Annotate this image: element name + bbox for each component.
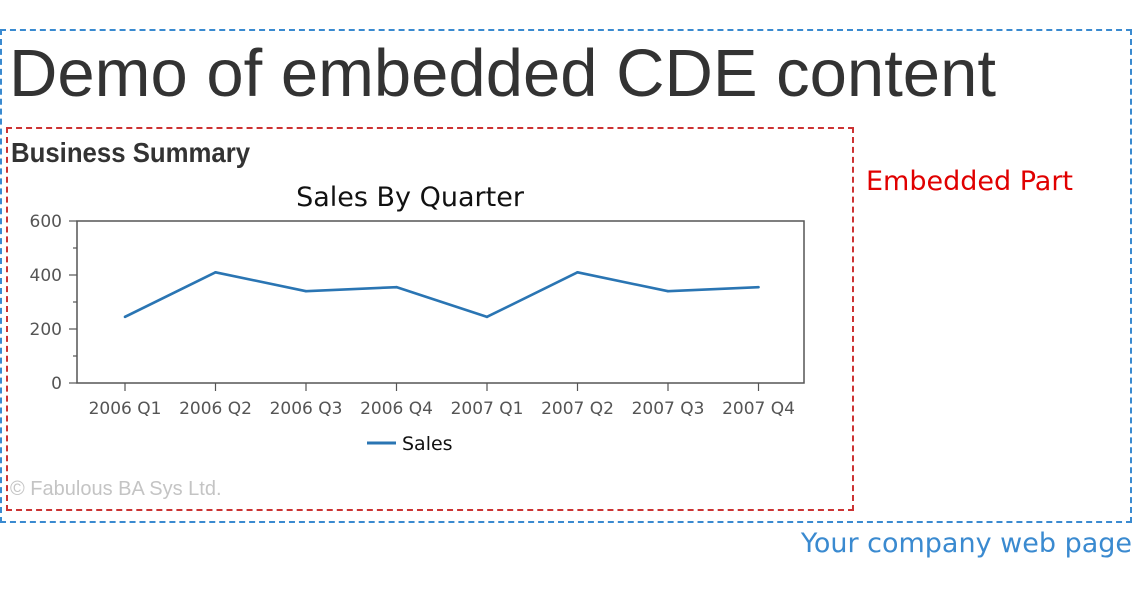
y-tick-label: 600 <box>30 212 62 232</box>
embedded-part-frame <box>6 127 854 511</box>
x-tick-label: 2006 Q3 <box>270 399 343 419</box>
legend-label-sales: Sales <box>402 433 453 455</box>
data-point <box>666 289 670 293</box>
chart-title: Sales By Quarter <box>296 182 525 213</box>
copyright-notice: © Fabulous BA Sys Ltd. <box>10 478 222 500</box>
series-layer <box>123 270 760 319</box>
company-page-caption: Your company web page <box>800 528 1132 559</box>
x-tick-label: 2006 Q4 <box>360 399 433 419</box>
data-point <box>485 315 489 319</box>
y-tick-label: 0 <box>51 374 62 394</box>
data-point <box>576 271 579 274</box>
business-summary-heading: Business Summary <box>11 137 251 168</box>
x-tick-label: 2007 Q2 <box>541 399 614 419</box>
x-tick-label: 2006 Q1 <box>89 399 162 419</box>
data-point <box>757 285 760 289</box>
page-title: Demo of embedded CDE content <box>9 36 996 111</box>
data-point <box>214 271 217 274</box>
data-point <box>395 285 398 289</box>
data-point <box>304 289 308 293</box>
x-tick-label: 2007 Q1 <box>451 399 524 419</box>
company-page-frame <box>0 29 1132 523</box>
x-tick-label: 2007 Q3 <box>632 399 705 419</box>
y-axis: 0 200 400 600 <box>30 212 77 394</box>
x-axis: 2006 Q1 2006 Q2 2006 Q3 2006 Q4 2007 Q1 2007 … <box>89 383 795 419</box>
y-tick-label: 400 <box>30 266 62 286</box>
data-point <box>123 315 127 319</box>
x-tick-label: 2006 Q2 <box>179 399 252 419</box>
embedded-part-label: Embedded Part <box>866 166 1074 197</box>
y-tick-label: 200 <box>30 320 62 340</box>
series-line-sales <box>124 270 759 319</box>
x-tick-label: 2007 Q4 <box>722 399 795 419</box>
legend: Sales <box>367 433 453 455</box>
